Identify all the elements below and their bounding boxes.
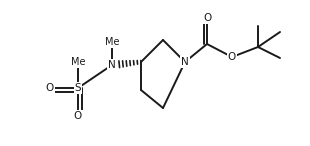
Text: Me: Me	[105, 37, 119, 47]
Text: S: S	[75, 83, 81, 93]
Text: O: O	[74, 111, 82, 121]
Text: O: O	[228, 52, 236, 62]
Text: N: N	[181, 57, 189, 67]
Text: O: O	[203, 13, 211, 23]
Text: N: N	[108, 60, 116, 70]
Text: O: O	[46, 83, 54, 93]
Text: Me: Me	[71, 57, 85, 67]
